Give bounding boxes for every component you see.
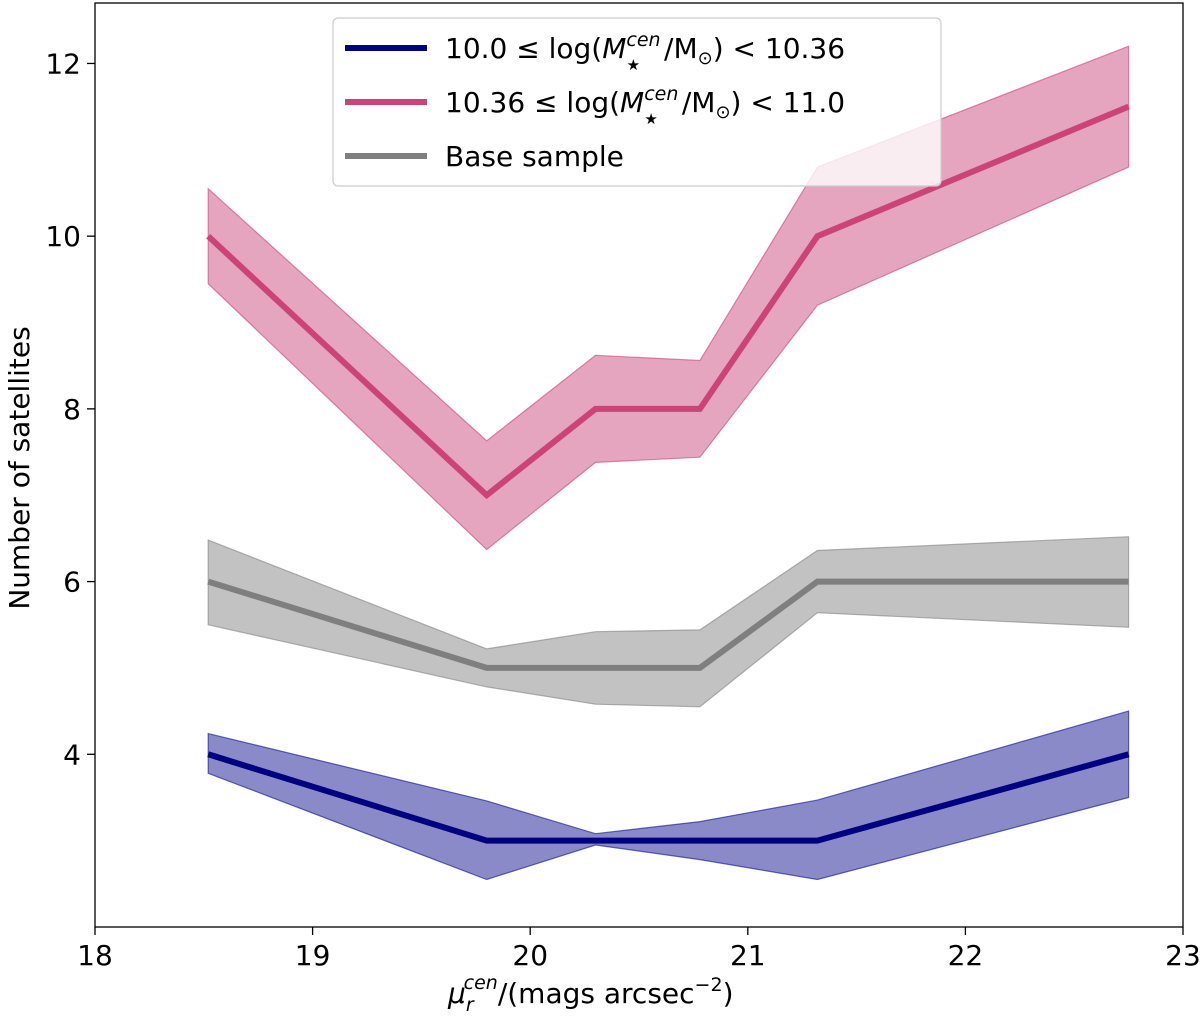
line-high-mass (206, 103, 1130, 500)
y-tick-label: 6 (63, 566, 81, 599)
x-axis-title: μrcen/(mags arcsec−2) (447, 972, 734, 1016)
y-tick-label: 4 (63, 738, 81, 771)
plot-frame (94, 2, 1184, 928)
legend: 10.0 ≤ log(Mcen ★/M⊙) < 10.36 10.36 ≤ log… (332, 17, 942, 187)
x-tick-label: 19 (295, 939, 331, 972)
band-low-mass (207, 710, 1130, 881)
legend-label-high-mass: 10.36 ≤ log(Mcen ★/M⊙) < 11.0 (445, 83, 845, 128)
x-tick-label: 23 (1165, 939, 1200, 972)
x-tick-label: 21 (730, 939, 766, 972)
line-base-sample (207, 578, 1129, 671)
legend-label-low-mass: 10.0 ≤ log(Mcen ★/M⊙) < 10.36 (445, 29, 845, 74)
legend-label-base-sample: Base sample (445, 140, 624, 173)
y-axis-title: Number of satellites (3, 326, 36, 609)
x-tick-label: 22 (948, 939, 984, 972)
line-low-mass (207, 751, 1130, 844)
x-tick-label: 20 (512, 939, 548, 972)
y-tick-label: 8 (63, 393, 81, 426)
series-lines (206, 103, 1130, 844)
y-tick-label: 10 (45, 220, 81, 253)
x-tick-label: 18 (77, 939, 113, 972)
legend-box (332, 17, 942, 187)
axis-ticks: 18 19 20 21 22 23 4 6 8 10 12 (45, 47, 1200, 972)
y-tick-label: 12 (45, 47, 81, 80)
